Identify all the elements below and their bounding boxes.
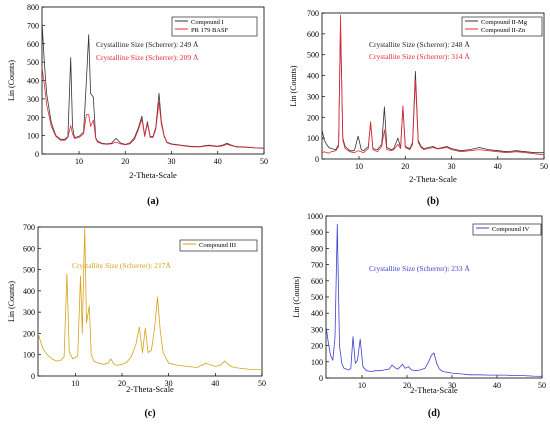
y-tick-label: 600 xyxy=(307,30,319,39)
y-tick-label: 600 xyxy=(23,244,35,253)
y-tick-label: 700 xyxy=(311,261,323,270)
legend-label: Compound IV xyxy=(492,226,530,233)
series-line xyxy=(326,223,542,377)
legend-box xyxy=(472,223,542,236)
panel-caption: (c) xyxy=(144,408,155,419)
series-line xyxy=(42,21,264,149)
chart-panel: 0 100 200 300 400 500 600 700 800 10 20 30 40 50 Lin (… xyxy=(7,3,268,207)
x-tick-label: 20 xyxy=(403,381,411,390)
y-tick-label: 100 xyxy=(27,132,39,141)
y-tick-label: 500 xyxy=(27,58,39,67)
y-axis-label: Lin (Counts) xyxy=(292,276,301,317)
x-tick-label: 30 xyxy=(448,381,456,390)
legend-box xyxy=(171,16,258,37)
y-tick-label: 600 xyxy=(27,40,39,49)
plot-frame xyxy=(321,12,545,160)
chart-panel: 0 100 200 300 400 500 600 700 800 900 1000 10 20 30 40… xyxy=(292,212,546,419)
legend-box xyxy=(461,16,543,37)
x-tick-label: 10 xyxy=(71,379,79,388)
y-tick-label: 100 xyxy=(23,351,35,360)
y-tick-label: 200 xyxy=(311,342,323,351)
y-tick-label: 0 xyxy=(31,372,35,381)
y-tick-label: 700 xyxy=(23,223,35,232)
y-tick-label: 1000 xyxy=(307,212,323,221)
y-axis-label: Lin (Counts) xyxy=(7,281,16,322)
y-axis-label: Lin (Counts) xyxy=(289,65,298,106)
y-tick-label: 100 xyxy=(307,134,319,143)
y-tick-label: 0 xyxy=(315,155,319,164)
legend-label: Compound II-Mg xyxy=(481,19,528,26)
scherrer-annotation: Crystallite Size (Scherrer): 314 Å xyxy=(369,52,470,61)
y-tick-label: 400 xyxy=(23,287,35,296)
scherrer-annotation: Crystallite Size (Scherrer): 248 Å xyxy=(369,40,470,49)
scherrer-annotation: Crystalline Size (Scherrer): 209 Å xyxy=(96,53,199,62)
scherrer-annotation: Crystalline Size (Scherrer): 249 Å xyxy=(96,40,199,49)
x-tick-label: 50 xyxy=(258,379,266,388)
panel-caption: (b) xyxy=(427,196,439,207)
panel-caption: (a) xyxy=(147,196,159,207)
y-tick-label: 400 xyxy=(27,77,39,86)
y-tick-label: 300 xyxy=(23,308,35,317)
scherrer-annotation: Crystallite Size (Scherrer): 233 Å xyxy=(369,264,470,273)
x-tick-label: 40 xyxy=(214,157,222,166)
y-tick-label: 200 xyxy=(307,113,319,122)
series-line xyxy=(322,14,544,156)
x-tick-label: 20 xyxy=(401,162,409,171)
y-tick-label: 0 xyxy=(319,374,323,383)
legend-box xyxy=(179,239,258,252)
x-axis-label: 2-Theta-Scale xyxy=(410,385,458,395)
y-tick-label: 500 xyxy=(311,293,323,302)
legend-label: PR 179 BASF xyxy=(191,27,229,34)
x-tick-label: 40 xyxy=(494,162,502,171)
chart-panel: 0 100 200 300 400 500 600 700 10 20 30 40 50 Lin (Cou… xyxy=(7,223,266,419)
x-tick-label: 30 xyxy=(165,379,173,388)
series-line xyxy=(38,227,262,370)
y-tick-label: 500 xyxy=(307,51,319,60)
x-axis-label: 2-Theta-Scale xyxy=(129,170,177,180)
y-tick-label: 700 xyxy=(307,9,319,18)
y-tick-label: 800 xyxy=(27,3,39,12)
legend-label: Compound III xyxy=(199,242,236,249)
x-tick-label: 10 xyxy=(75,157,83,166)
x-tick-label: 30 xyxy=(448,162,456,171)
y-tick-label: 700 xyxy=(27,21,39,30)
y-tick-label: 500 xyxy=(23,266,35,275)
y-tick-label: 800 xyxy=(311,244,323,253)
y-axis-label: Lin (Counts) xyxy=(7,60,16,101)
x-tick-label: 10 xyxy=(358,381,366,390)
x-tick-label: 40 xyxy=(211,379,219,388)
panel-caption: (d) xyxy=(428,408,440,419)
chart-panel: 0 100 200 300 400 500 600 700 10 20 30 40 50 Lin (Cou… xyxy=(289,9,548,207)
x-tick-label: 40 xyxy=(493,381,501,390)
y-tick-label: 200 xyxy=(27,113,39,122)
y-tick-label: 300 xyxy=(311,325,323,334)
x-axis-label: 2-Theta-Scale xyxy=(126,384,174,394)
x-tick-label: 10 xyxy=(355,162,363,171)
y-tick-label: 0 xyxy=(35,150,39,159)
legend-label: Compound II-Zn xyxy=(481,27,526,34)
y-tick-label: 400 xyxy=(307,72,319,81)
x-tick-label: 30 xyxy=(168,157,176,166)
x-tick-label: 50 xyxy=(260,157,268,166)
y-tick-label: 300 xyxy=(27,95,39,104)
series-line xyxy=(42,67,264,149)
legend-label: Compound I xyxy=(191,19,224,26)
y-tick-label: 900 xyxy=(311,228,323,237)
x-tick-label: 50 xyxy=(540,162,548,171)
y-tick-label: 100 xyxy=(311,358,323,367)
x-tick-label: 20 xyxy=(121,157,129,166)
plot-frame xyxy=(37,226,263,377)
y-tick-label: 300 xyxy=(307,92,319,101)
x-axis-label: 2-Theta-Scale xyxy=(409,174,457,184)
y-tick-label: 400 xyxy=(311,309,323,318)
x-tick-label: 20 xyxy=(118,379,126,388)
scherrer-annotation: Crystallite Size (Scherrer): 217Å xyxy=(72,261,172,270)
y-tick-label: 600 xyxy=(311,277,323,286)
y-tick-label: 200 xyxy=(23,329,35,338)
x-tick-label: 50 xyxy=(538,381,546,390)
